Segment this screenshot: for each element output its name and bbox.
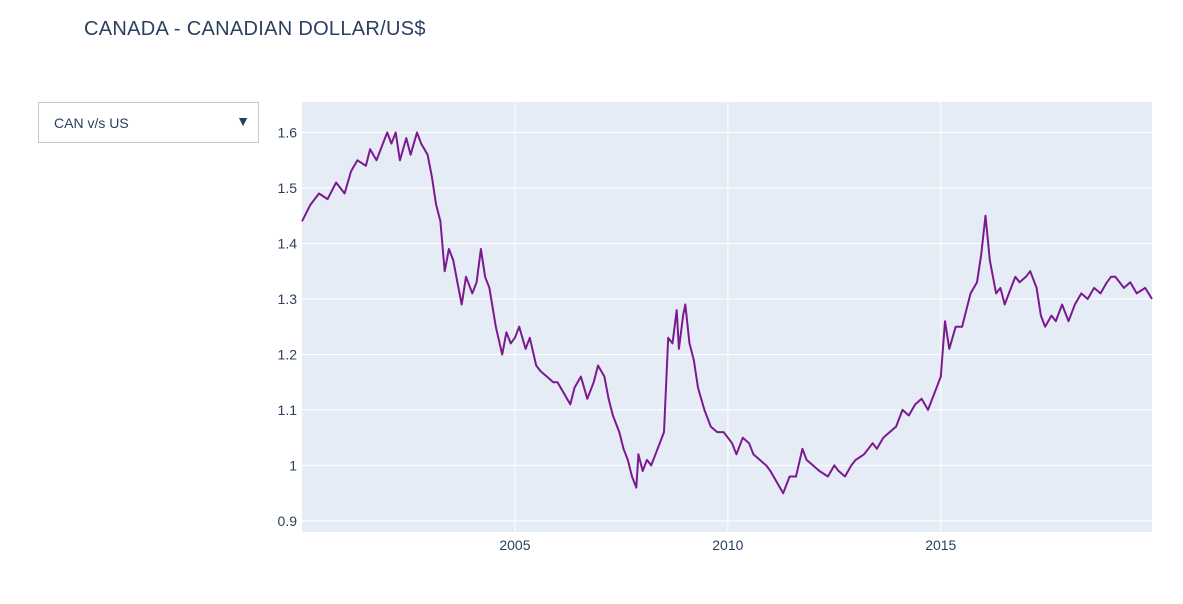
y-tick-label: 1.6: [278, 125, 298, 141]
y-tick-label: 1.1: [278, 402, 298, 418]
y-tick-label: 1.5: [278, 180, 298, 196]
x-tick-label: 2005: [499, 537, 530, 553]
currency-pair-dropdown[interactable]: CAN v/s US ▼: [38, 102, 259, 143]
y-tick-label: 1.4: [278, 235, 298, 251]
dropdown-selected-label: CAN v/s US: [54, 115, 129, 131]
x-tick-label: 2015: [925, 537, 956, 553]
chart-title: CANADA - CANADIAN DOLLAR/US$: [84, 18, 426, 40]
x-tick-label: 2010: [712, 537, 743, 553]
y-tick-label: 0.9: [278, 513, 298, 529]
plot-area: [302, 102, 1152, 532]
series-line: [301, 131, 1153, 495]
y-tick-label: 1: [289, 457, 297, 473]
y-tick-label: 1.2: [278, 346, 298, 362]
y-tick-label: 1.3: [278, 291, 298, 307]
triangle-down-icon: ▼: [236, 113, 250, 129]
